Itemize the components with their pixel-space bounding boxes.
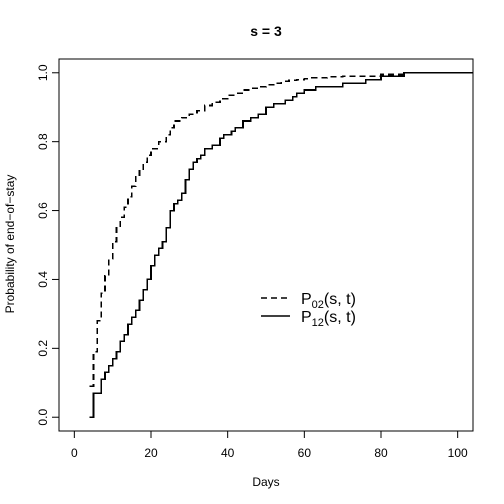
y-tick-label: 1.0 xyxy=(36,64,50,81)
series-line-12 xyxy=(89,72,473,418)
x-tick-label: 0 xyxy=(71,446,78,460)
y-axis-label: Probability of end−of−stay xyxy=(3,175,17,314)
legend-label-subscript: 12 xyxy=(312,317,324,329)
legend-label-12: P12(s, t) xyxy=(301,309,356,329)
x-tick-label: 100 xyxy=(448,446,468,460)
series-layer xyxy=(89,72,473,418)
legend-label-02: P02(s, t) xyxy=(301,291,356,311)
chart-title: s = 3 xyxy=(250,23,282,39)
x-axis: 0 20 40 60 80 100 xyxy=(71,430,468,460)
x-tick-label: 80 xyxy=(374,446,388,460)
x-tick-label: 40 xyxy=(221,446,235,460)
y-tick-label: 0.8 xyxy=(36,133,50,150)
x-axis-label: Days xyxy=(252,475,279,489)
legend-label-main: P xyxy=(301,291,312,308)
x-tick-label: 20 xyxy=(144,446,158,460)
x-tick-label: 60 xyxy=(298,446,312,460)
y-tick-label: 0.6 xyxy=(36,202,50,219)
legend: P02(s, t)P12(s, t) xyxy=(261,291,356,329)
y-tick-label: 0.0 xyxy=(36,409,50,426)
y-axis: 0.0 0.2 0.4 0.6 0.8 1.0 xyxy=(36,64,60,426)
y-tick-label: 0.2 xyxy=(36,340,50,357)
legend-label-subscript: 02 xyxy=(312,299,324,311)
legend-label-args: (s, t) xyxy=(324,291,356,308)
y-tick-label: 0.4 xyxy=(36,271,50,288)
legend-label-main: P xyxy=(301,309,312,326)
legend-label-args: (s, t) xyxy=(324,309,356,326)
series-line-02 xyxy=(89,72,473,387)
